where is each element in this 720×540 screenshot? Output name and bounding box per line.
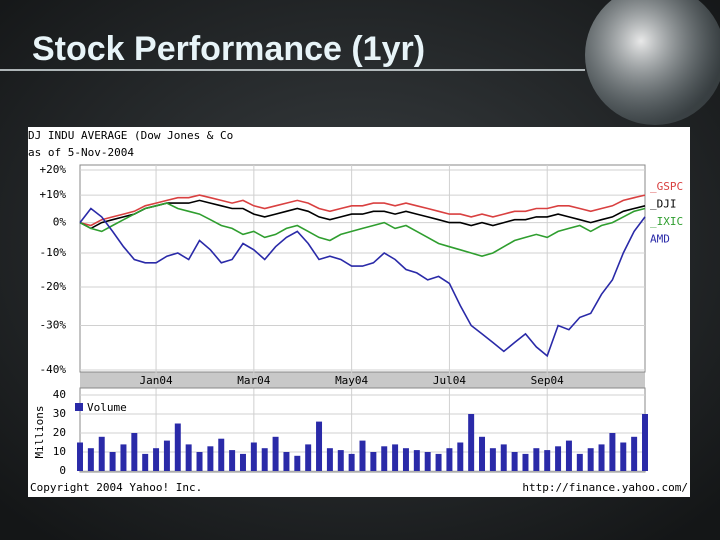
volume-bar [489,448,496,471]
volume-bar [272,436,279,471]
slide-title: Stock Performance (1yr) [32,30,425,68]
volume-bar [239,453,246,471]
volume-bar [348,453,355,471]
legend-label: _IXIC [650,215,683,228]
volume-bar [468,414,475,471]
volume-bar [392,444,399,471]
series-line [79,202,646,258]
volume-bar [326,448,333,471]
volume-bar [402,448,409,471]
globe-decoration [585,0,720,125]
y-tick-label: +20% [40,163,67,176]
volume-bar [196,452,203,471]
volume-axis-label: Millions [33,406,46,459]
volume-bar [174,423,181,471]
footer-left: Copyright 2004 Yahoo! Inc. [30,481,202,494]
volume-bar [98,436,105,471]
volume-bar [370,452,377,471]
volume-bar [533,448,540,471]
volume-bar [120,444,127,471]
volume-bar [207,446,214,471]
plot-frame [79,164,646,373]
volume-bar [109,452,116,471]
y-tick-label: +10% [40,188,67,201]
legend-label: Volume [87,401,127,414]
volume-bar [576,453,583,471]
volume-bar [565,440,572,471]
volume-tick-label: 30 [53,407,66,420]
volume-bar [511,452,518,471]
volume-bar [153,448,160,471]
legend-swatch [75,403,83,411]
legend-label: AMD [650,233,670,246]
volume-bar [283,452,290,471]
chart-subtitle: as of 5-Nov-2004 [28,146,134,159]
volume-tick-label: 0 [59,464,66,477]
volume-bar [381,446,388,471]
volume-bar [479,436,486,471]
volume-bar [555,446,562,471]
volume-bar [359,440,366,471]
volume-bar [631,436,638,471]
volume-bar [142,453,149,471]
x-tick-label: Jan04 [139,374,172,387]
x-tick-label: Sep04 [531,374,564,387]
volume-bar [413,450,420,471]
x-tick-label: May04 [335,374,368,387]
y-tick-label: -40% [40,363,67,376]
volume-bar [337,450,344,471]
volume-bar [218,438,225,471]
y-tick-label: -10% [40,246,67,259]
volume-bar [305,444,312,471]
y-tick-label: 0% [53,216,67,229]
volume-bar [131,433,138,471]
volume-bar [185,444,192,471]
y-tick-label: -30% [40,319,67,332]
volume-tick-label: 40 [53,388,66,401]
volume-bar [250,442,257,471]
volume-bar [77,442,83,471]
volume-bar [609,433,616,471]
volume-bar [544,450,551,471]
series-line [79,194,646,227]
volume-tick-label: 20 [53,426,66,439]
x-tick-label: Jul04 [433,374,466,387]
volume-bar [294,455,301,471]
date-band [80,372,645,388]
volume-bar [316,421,323,471]
x-tick-label: Mar04 [237,374,270,387]
chart-title: DJ INDU AVERAGE (Dow Jones & Co [28,129,233,142]
volume-bar [500,444,507,471]
volume-bar [522,453,529,471]
series-line [79,199,646,230]
volume-bar [598,444,605,471]
volume-tick-label: 10 [53,445,66,458]
footer-right: http://finance.yahoo.com/ [522,481,688,494]
volume-bar [642,414,648,471]
volume-bar [87,448,94,471]
volume-bar [424,452,431,471]
series-line [79,207,646,358]
volume-bar [446,448,453,471]
legend-label: _GSPC [650,180,683,193]
volume-bar [587,448,594,471]
volume-bar [229,450,236,471]
volume-bar [620,442,627,471]
y-tick-label: -20% [40,280,67,293]
chart-panel [28,127,690,497]
volume-bar [435,453,442,471]
legend-label: _DJI [650,198,677,211]
volume-bar [457,442,464,471]
volume-bar [261,448,268,471]
volume-bar [163,440,170,471]
